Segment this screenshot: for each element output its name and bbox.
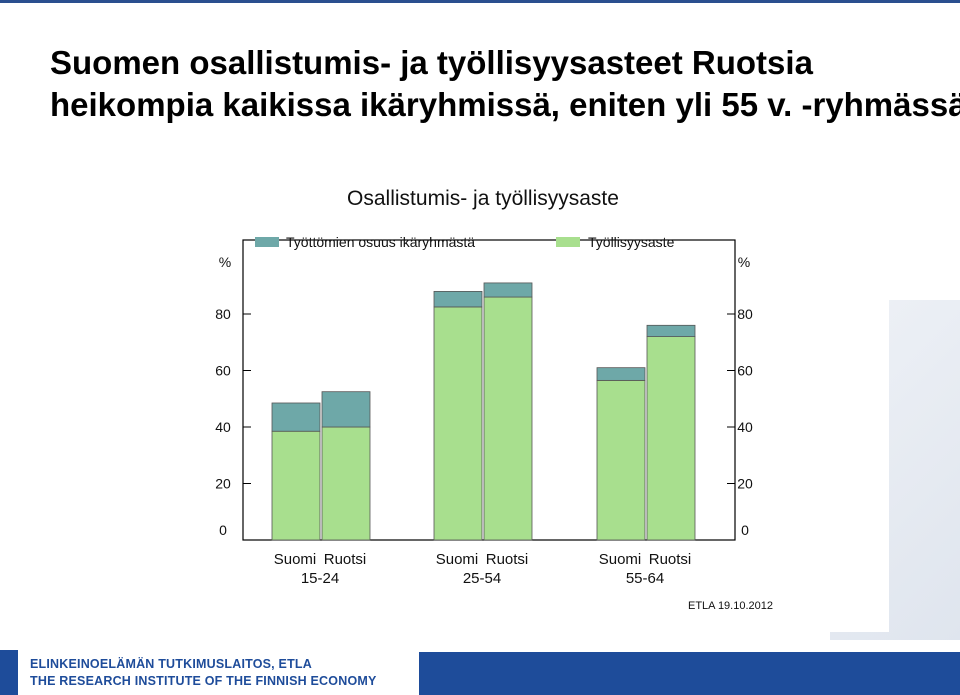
y-tick-label-left: 60 (215, 363, 231, 379)
footer-text-area (18, 652, 418, 695)
bar-employment-suomi-55-64 (596, 379, 646, 541)
bar-unemployed-ruotsi-15-24 (321, 391, 371, 428)
y-tick-label-left: 80 (215, 306, 231, 322)
x-group-label: 15-24 (301, 570, 339, 587)
y-tick-label-right: 80 (737, 306, 753, 322)
slide-title-line-1: Suomen osallistumis- ja työllisyysasteet… (50, 44, 813, 81)
slide-title: Suomen osallistumis- ja työllisyysasteet… (50, 42, 960, 126)
chart-title: Osallistumis- ja työllisyysaste (347, 187, 619, 210)
footer-accent-strip (0, 650, 18, 695)
bar-employment-ruotsi-55-64 (646, 336, 696, 541)
bar-unemployed-suomi-55-64 (596, 367, 646, 381)
chart: Osallistumis- ja työllisyysaste Työttömie… (215, 187, 773, 612)
x-category-label: Suomi (274, 551, 317, 568)
top-rule (0, 0, 960, 3)
x-category-label: Ruotsi (486, 551, 529, 568)
source-note: ETLA 19.10.2012 (688, 600, 773, 612)
x-group-label: 55-64 (626, 570, 664, 587)
y-tick-label-right: 20 (737, 476, 753, 492)
y-tick-label-right: 60 (737, 363, 753, 379)
x-category-label: Ruotsi (324, 551, 367, 568)
legend-label-unemployed: Työttömien osuus ikäryhmästä (286, 234, 475, 250)
x-group-label: 25-54 (463, 570, 501, 587)
bar-employment-ruotsi-25-54 (483, 296, 533, 541)
legend-swatch-employment (556, 237, 580, 247)
y-tick-label-left: 0 (219, 522, 227, 538)
footer-bar (419, 652, 960, 695)
footer: ELINKEINOELÄMÄN TUTKIMUSLAITOS, ETLA THE… (0, 650, 960, 695)
footer-institute-name-english: THE RESEARCH INSTITUTE OF THE FINNISH EC… (30, 674, 377, 688)
x-category-label: Suomi (436, 551, 479, 568)
legend-swatch-unemployed (255, 237, 279, 247)
bar-unemployed-suomi-15-24 (271, 402, 321, 432)
x-category-label: Ruotsi (649, 551, 692, 568)
bar-employment-ruotsi-15-24 (321, 426, 371, 541)
y-axis-unit-right: % (738, 254, 750, 270)
x-category-label: Suomi (599, 551, 642, 568)
legend-label-employment: Työllisyysaste (588, 234, 675, 250)
y-tick-label-left: 20 (215, 476, 231, 492)
y-tick-label-left: 40 (215, 419, 231, 435)
chart-panel: Osallistumis- ja työllisyysaste Työttömie… (78, 145, 889, 632)
bar-employment-suomi-15-24 (271, 430, 321, 541)
slide-title-line-2: heikompia kaikissa ikäryhmissä, eniten y… (50, 86, 960, 123)
y-tick-label-right: 0 (741, 522, 749, 538)
y-axis-unit-left: % (219, 254, 231, 270)
bar-employment-suomi-25-54 (433, 306, 483, 541)
bar-unemployed-ruotsi-25-54 (483, 282, 533, 298)
bar-unemployed-suomi-25-54 (433, 290, 483, 308)
y-tick-label-right: 40 (737, 419, 753, 435)
bar-unemployed-ruotsi-55-64 (646, 324, 696, 338)
footer-institute-name: ELINKEINOELÄMÄN TUTKIMUSLAITOS, ETLA (30, 657, 312, 671)
